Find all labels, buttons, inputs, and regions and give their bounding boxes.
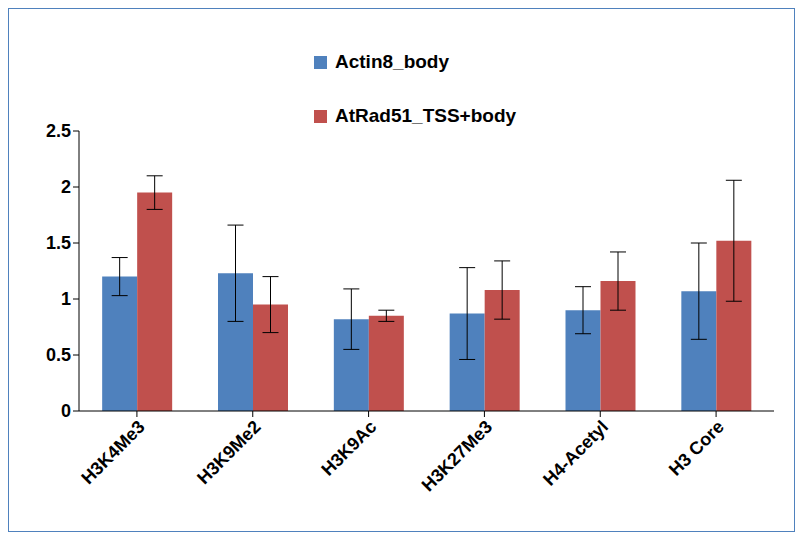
svg-text:0: 0 — [61, 401, 71, 421]
svg-text:H3K9Ac: H3K9Ac — [317, 417, 380, 480]
html-text:Actin8_body: Actin8_body — [335, 51, 449, 72]
svg-text:H3K9Me2: H3K9Me2 — [193, 417, 264, 488]
svg-text:2: 2 — [61, 177, 71, 197]
svg-text:1: 1 — [61, 289, 71, 309]
svg-text:H3K27Me3: H3K27Me3 — [418, 417, 497, 496]
html-text:AtRad51_TSS+body: AtRad51_TSS+body — [335, 105, 517, 126]
svg-text:1.5: 1.5 — [46, 233, 71, 253]
svg-text:H3K4Me3: H3K4Me3 — [77, 417, 148, 488]
svg-text:H3 Core: H3 Core — [665, 417, 728, 480]
svg-text:H4-Acetyl: H4-Acetyl — [539, 417, 612, 490]
svg-text:2.5: 2.5 — [46, 121, 71, 141]
svg-text:0.5: 0.5 — [46, 345, 71, 365]
